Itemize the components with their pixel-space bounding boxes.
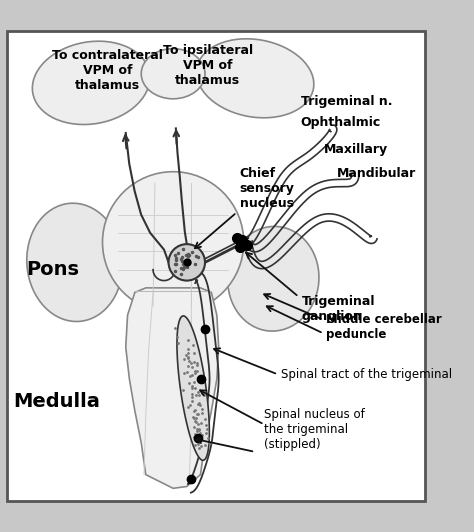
Ellipse shape bbox=[141, 49, 205, 99]
Text: Trigeminal n.: Trigeminal n. bbox=[301, 95, 392, 107]
Ellipse shape bbox=[102, 172, 244, 313]
FancyBboxPatch shape bbox=[7, 31, 425, 501]
Ellipse shape bbox=[228, 227, 319, 331]
Text: Maxillary: Maxillary bbox=[323, 143, 388, 156]
Polygon shape bbox=[126, 288, 219, 488]
Text: To ipsilateral
VPM of
thalamus: To ipsilateral VPM of thalamus bbox=[163, 44, 253, 87]
Text: To contralateral
VPM of
thalamus: To contralateral VPM of thalamus bbox=[52, 49, 163, 92]
Ellipse shape bbox=[32, 41, 150, 124]
Polygon shape bbox=[177, 316, 210, 460]
Text: Ophthalmic: Ophthalmic bbox=[301, 115, 381, 129]
Text: Spinal nucleus of
the trigeminal
(stippled): Spinal nucleus of the trigeminal (stippl… bbox=[264, 408, 365, 451]
Text: Medulla: Medulla bbox=[13, 392, 100, 411]
Text: Mandibular: Mandibular bbox=[337, 168, 416, 180]
Text: Chief
sensory
nucleus: Chief sensory nucleus bbox=[240, 167, 294, 210]
Text: Trigeminal
ganglion: Trigeminal ganglion bbox=[301, 295, 375, 323]
Text: Middle cerebellar
peduncle: Middle cerebellar peduncle bbox=[326, 313, 442, 341]
Text: Spinal tract of the trigeminal: Spinal tract of the trigeminal bbox=[281, 368, 452, 381]
Text: Pons: Pons bbox=[27, 260, 79, 279]
Ellipse shape bbox=[196, 39, 314, 118]
Circle shape bbox=[169, 244, 205, 280]
Ellipse shape bbox=[27, 203, 123, 321]
